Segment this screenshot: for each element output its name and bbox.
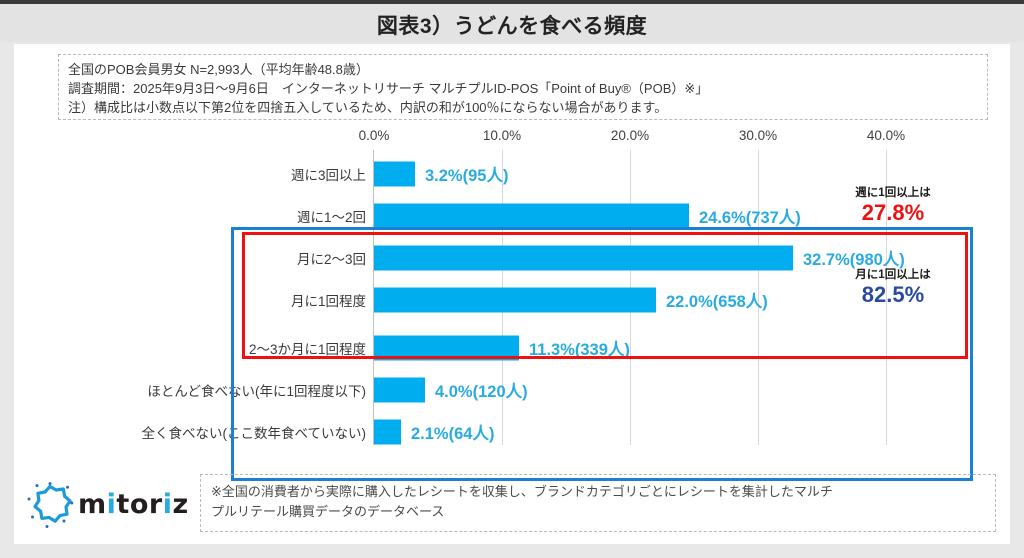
table-row: 月に1回程度 22.0%(658人) [14,279,1010,321]
category-label-5: ほとんど食べない(年に1回程度以下) [147,384,366,399]
y-axis-line [373,150,374,445]
logo-part-m: m [78,489,107,520]
annotation-weekly-value: 27.8% [861,200,925,225]
mitoriz-logo: mitoriz [26,478,201,530]
footer-note-line-2: プルリテール購買データのデータベース [211,504,445,519]
header-note-line-2: 調査期間：2025年9月3日〜9月6日 インターネットリサーチ マルチプルID-… [68,81,709,96]
category-label-4: 2〜3か月に1回程度 [248,342,366,357]
gridline-40 [886,150,887,445]
table-row: ほとんど食べない(年に1回程度以下) 4.0%(120人) [14,369,1010,411]
annotation-weekly: 週に1回以上は 27.8% [818,186,968,226]
annotation-monthly-caption: 月に1回以上は [855,269,931,281]
x-tick-2: 20.0% [610,128,650,143]
plot-area: 0.0% 10.0% 20.0% 30.0% 40.0% 週に3回以上 3.2%… [14,128,1010,481]
page-title: 図表3）うどんを食べる頻度 [376,15,648,38]
bar-6 [374,419,401,445]
mitoriz-wordmark: mitoriz [78,489,189,520]
category-label-6: 全く食べない(ここ数年食べていない) [141,426,366,441]
category-label-1: 週に1〜2回 [296,210,366,225]
header-note-line-1: 全国のPOB会員男女 N=2,993人（平均年齢48.8歳） [68,62,369,77]
table-row: 週に1〜2回 24.6%(737人) [14,195,1010,237]
bar-2 [374,245,793,271]
table-row: 月に2〜3回 32.7%(980人) [14,237,1010,279]
mitoriz-starburst-icon [26,481,74,529]
logo-part-z: z [172,489,189,520]
bar-value-0: 3.2%(95人) [425,167,509,185]
bar-value-3: 22.0%(658人) [666,293,768,311]
logo-part-tor: tor [116,489,163,520]
category-label-2: 月に2〜3回 [296,252,366,267]
bar-3 [374,287,656,313]
annotation-monthly-value: 82.5% [861,282,925,307]
x-tick-0: 0.0% [358,128,390,143]
category-label-wrap-5: ほとんど食べない(年に1回程度以下) [14,369,366,411]
logo-part-i1: i [106,489,117,520]
bar-value-4: 11.3%(339人) [529,341,630,359]
title-band: 図表3）うどんを食べる頻度 [0,0,1024,42]
footer-note-box: ※全国の消費者から実際に購入したレシートを収集し、ブランドカテゴリごとにレシート… [200,474,996,532]
table-row: 2〜3か月に1回程度 11.3%(339人) [14,327,1010,369]
category-label-wrap-1: 週に1〜2回 [14,195,366,237]
bar-value-1: 24.6%(737人) [699,209,801,227]
x-axis-tick-labels: 0.0% 10.0% 20.0% 30.0% 40.0% [14,128,1010,150]
x-tick-1: 10.0% [482,128,522,143]
logo-part-i2: i [162,489,173,520]
category-label-wrap-0: 週に3回以上 [14,153,366,195]
annotation-monthly: 月に1回以上は 82.5% [818,268,968,308]
category-label-wrap-3: 月に1回程度 [14,279,366,321]
category-label-wrap-6: 全く食べない(ここ数年食べていない) [14,411,366,453]
footer-note-line-1: ※全国の消費者から実際に購入したレシートを収集し、ブランドカテゴリごとにレシート… [211,484,833,499]
bar-value-5: 4.0%(120人) [435,383,528,401]
gridline-30 [758,150,759,445]
table-row: 全く食べない(ここ数年食べていない) 2.1%(64人) [14,411,1010,453]
footer: mitoriz ※全国の消費者から実際に購入したレシートを収集し、ブランドカテゴ… [14,468,1010,542]
table-row: 週に3回以上 3.2%(95人) [14,153,1010,195]
bar-value-6: 2.1%(64人) [411,425,495,443]
bar-4 [374,335,519,361]
bar-1 [374,203,689,229]
category-label-0: 週に3回以上 [290,168,366,183]
category-label-wrap-4: 2〜3か月に1回程度 [14,327,366,369]
bar-0 [374,161,415,187]
x-tick-4: 40.0% [866,128,906,143]
x-tick-3: 30.0% [738,128,778,143]
annotation-weekly-caption: 週に1回以上は [855,187,931,199]
category-label-3: 月に1回程度 [290,294,366,309]
chart-canvas: 全国のPOB会員男女 N=2,993人（平均年齢48.8歳） 調査期間：2025… [14,44,1010,544]
header-note-line-3: 注）構成比は小数点以下第2位を四捨五入しているため、内訳の和が100％にならない… [68,100,668,115]
header-note-box: 全国のPOB会員男女 N=2,993人（平均年齢48.8歳） 調査期間：2025… [58,54,988,120]
category-label-wrap-2: 月に2〜3回 [14,237,366,279]
bar-value-2: 32.7%(980人) [803,251,905,269]
bar-5 [374,377,425,403]
